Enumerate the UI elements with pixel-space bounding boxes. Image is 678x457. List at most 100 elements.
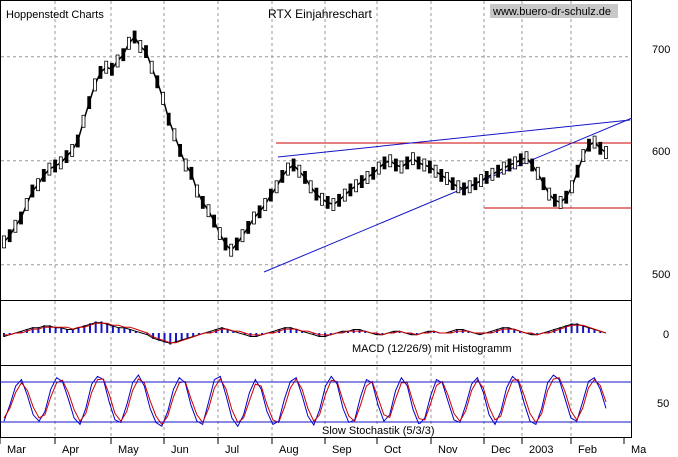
price-candle: [530, 158, 535, 172]
price-candle: [115, 54, 120, 68]
price-candle: [2, 235, 6, 249]
x-tick-label: Jul: [225, 444, 239, 456]
price-candle: [354, 179, 359, 193]
x-tick-label: Sep: [332, 444, 352, 456]
price-candle: [234, 237, 239, 251]
price-candle: [308, 180, 313, 194]
stoch-k-line: [3, 374, 607, 428]
price-candle: [467, 180, 472, 194]
price-candle: [183, 158, 188, 172]
price-candle: [144, 45, 148, 58]
x-tick-label: 2003: [529, 444, 553, 456]
macd-signal-line: [4, 322, 607, 344]
price-candle: [132, 30, 137, 44]
price-candle: [36, 178, 40, 192]
upper-trend-line: [277, 119, 631, 158]
price-candle: [496, 164, 501, 178]
price-candle: [149, 60, 154, 74]
price-candle: [405, 156, 410, 170]
price-candle: [439, 168, 444, 182]
price-candle: [297, 164, 302, 178]
price-candle: [587, 138, 591, 152]
price-candle: [376, 161, 381, 175]
price-candle: [172, 128, 177, 142]
price-candle: [547, 187, 552, 201]
grid-lines: [1, 1, 631, 438]
price-candle: [121, 48, 126, 62]
price-candle: [189, 166, 194, 180]
price-candle: [535, 166, 540, 180]
price-candle: [445, 172, 449, 185]
price-candle: [410, 152, 415, 166]
price-candle: [274, 180, 279, 194]
price-candle: [393, 158, 398, 172]
price-candle: [433, 164, 438, 178]
price-candle: [212, 214, 217, 228]
price-candle: [331, 198, 336, 211]
x-tick-label: Nov: [438, 444, 458, 456]
price-candle: [399, 160, 404, 174]
price-candle: [58, 156, 63, 170]
price-candle: [450, 177, 455, 191]
price-candle: [553, 193, 557, 207]
price-candle: [178, 143, 183, 157]
price-candle: [263, 198, 268, 211]
stochastic-panel-frame: [0, 365, 632, 438]
price-candle: [47, 162, 52, 176]
price-candle: [200, 195, 205, 209]
price-candle: [246, 220, 251, 234]
price-candle: [110, 62, 114, 76]
price-candle: [161, 92, 165, 105]
website-badge: [490, 4, 618, 18]
price-candle: [507, 158, 512, 172]
macd-label-bg: [350, 342, 500, 355]
x-tick-label: Ma: [631, 444, 647, 456]
price-candle: [98, 66, 103, 79]
price-candle: [501, 161, 506, 175]
price-candle: [416, 156, 421, 170]
price-candle: [268, 188, 273, 202]
price-candle: [359, 175, 364, 189]
price-candle: [70, 143, 75, 157]
x-tick-label: Dec: [491, 444, 511, 456]
price-candle: [427, 160, 432, 174]
x-axis-labels: Mar Apr May Jun Jul Aug Sep Oct Nov Dec 2003 Feb Ma: [0, 438, 647, 456]
price-candle: [314, 187, 319, 201]
price-candle: [206, 204, 211, 218]
price-candle: [484, 170, 489, 184]
macd-label: MACD (12/26/9) mit Histogramm: [352, 343, 512, 355]
price-candle: [127, 36, 131, 50]
price-candle: [575, 164, 580, 178]
price-candle: [564, 190, 569, 204]
price-candle: [456, 180, 461, 194]
price-candle: [558, 195, 563, 209]
price-candle: [342, 188, 347, 202]
price-candle: [371, 166, 376, 180]
price-candle: [138, 40, 143, 53]
website-label: www.buero-dr-schulz.de: [492, 6, 611, 18]
price-candle: [513, 156, 517, 170]
price-candle: [348, 183, 353, 197]
price-candle: [524, 151, 529, 165]
price-candle: [422, 158, 427, 172]
price-candle: [592, 135, 597, 149]
price-candle: [291, 158, 296, 172]
price-candle: [30, 184, 35, 198]
price-candle: [473, 177, 478, 191]
price-candle: [251, 211, 256, 225]
price-candle: [518, 153, 523, 167]
price-candle: [75, 134, 80, 148]
price-candle: [195, 184, 200, 198]
source-label: Hoppenstedt Charts: [6, 9, 104, 21]
x-tick-label: Jun: [171, 444, 189, 456]
price-series: [2, 30, 608, 257]
price-candle: [93, 78, 97, 92]
x-tick-label: Mar: [7, 444, 26, 456]
price-candle: [570, 180, 574, 194]
price-candle: [320, 192, 324, 206]
price-candle: [7, 229, 12, 243]
price-candle: [462, 182, 466, 196]
